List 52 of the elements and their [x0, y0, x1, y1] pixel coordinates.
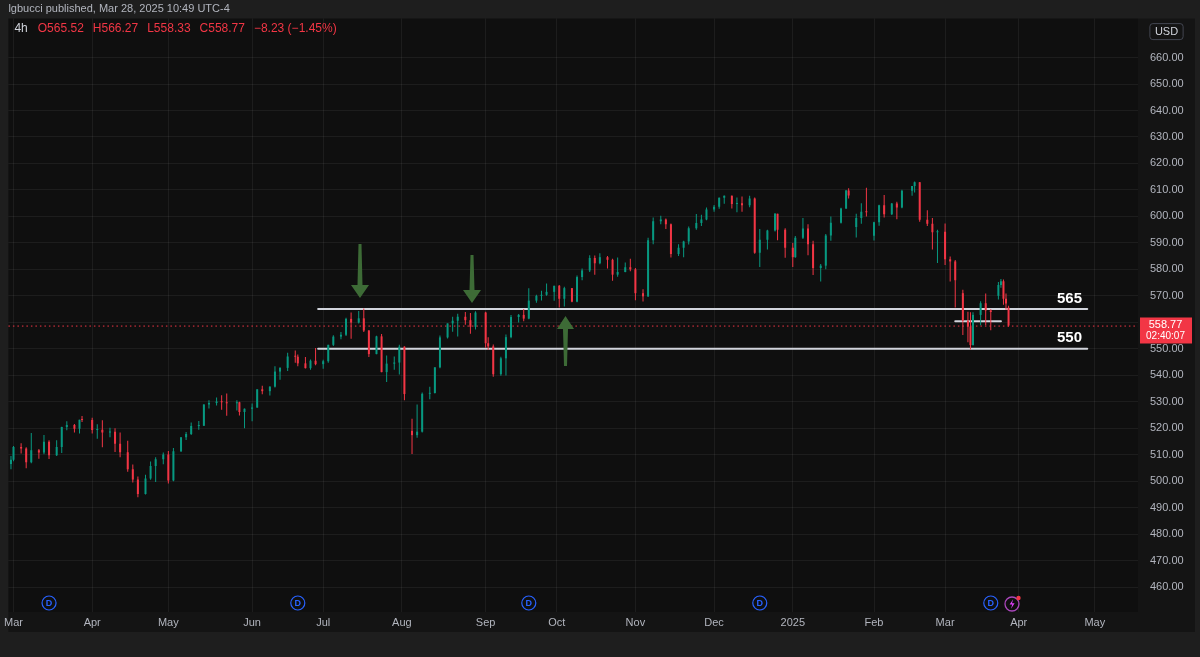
y-tick-label: 630.00 [1150, 129, 1184, 142]
annotation: −8.23 (−1.45%) [253, 20, 337, 35]
y-tick-label: 500.00 [1150, 474, 1184, 487]
x-tick-label: Nov [625, 615, 646, 628]
annotation: D [294, 597, 302, 608]
x-tick-label: Oct [548, 615, 566, 628]
y-tick-label: 530.00 [1150, 394, 1184, 407]
y-tick-label: 510.00 [1150, 447, 1184, 460]
x-tick-label: May [157, 615, 180, 628]
annotation: 550 [1056, 328, 1082, 346]
chart-subtitle: lgbucci published, Mar 28, 2025 10:49 UTC-4 [8, 2, 230, 15]
y-tick-label: 650.00 [1150, 77, 1184, 90]
x-tick-label: Apr [1010, 615, 1028, 628]
y-tick-label: 620.00 [1150, 156, 1184, 169]
y-tick-label: 460.00 [1150, 580, 1184, 593]
x-tick-label: Mar [4, 615, 24, 628]
y-tick-label: 580.00 [1150, 262, 1184, 275]
annotation: 565 [1056, 288, 1082, 306]
x-tick-label: Mar [935, 615, 955, 628]
chart-title: 4h [14, 20, 28, 35]
candlestick [256, 389, 259, 408]
y-tick-label: 660.00 [1150, 50, 1184, 63]
x-tick-label: Jun [243, 615, 261, 628]
y-tick-label: 540.00 [1150, 368, 1184, 381]
x-tick-label: Feb [864, 615, 884, 628]
y-tick-label: 610.00 [1150, 182, 1184, 195]
y-tick-label: 550.00 [1150, 341, 1184, 354]
x-tick-label: Sep [475, 615, 496, 628]
y-tick-label: 570.00 [1150, 288, 1184, 301]
x-tick-label: Aug [392, 615, 412, 628]
x-tick-label: Dec [704, 615, 725, 628]
annotation: C558.77 [199, 20, 246, 35]
annotation: L558.33 [147, 20, 191, 35]
x-tick-label: 2025 [780, 615, 806, 628]
y-tick-label: 480.00 [1150, 527, 1184, 540]
annotation: D [45, 597, 53, 608]
x-tick-label: Jul [316, 615, 331, 628]
y-tick-label: 600.00 [1150, 209, 1184, 222]
x-tick-label: Apr [83, 615, 102, 628]
y-tick-label: 470.00 [1150, 553, 1184, 566]
y-axis-title: USD [1154, 25, 1179, 38]
x-tick-label: May [1084, 615, 1106, 628]
annotation: D [525, 597, 533, 608]
annotation: D [987, 597, 995, 608]
y-tick-label: 640.00 [1150, 103, 1184, 116]
y-tick-label: 520.00 [1150, 421, 1184, 434]
ref-line-label: 558.77 02:40:07 [1146, 317, 1186, 342]
y-tick-label: 590.00 [1150, 235, 1184, 248]
y-tick-label: 490.00 [1150, 500, 1184, 513]
annotation: D [756, 597, 764, 608]
annotation: H566.27 [92, 20, 139, 35]
annotation: O565.52 [37, 20, 85, 35]
